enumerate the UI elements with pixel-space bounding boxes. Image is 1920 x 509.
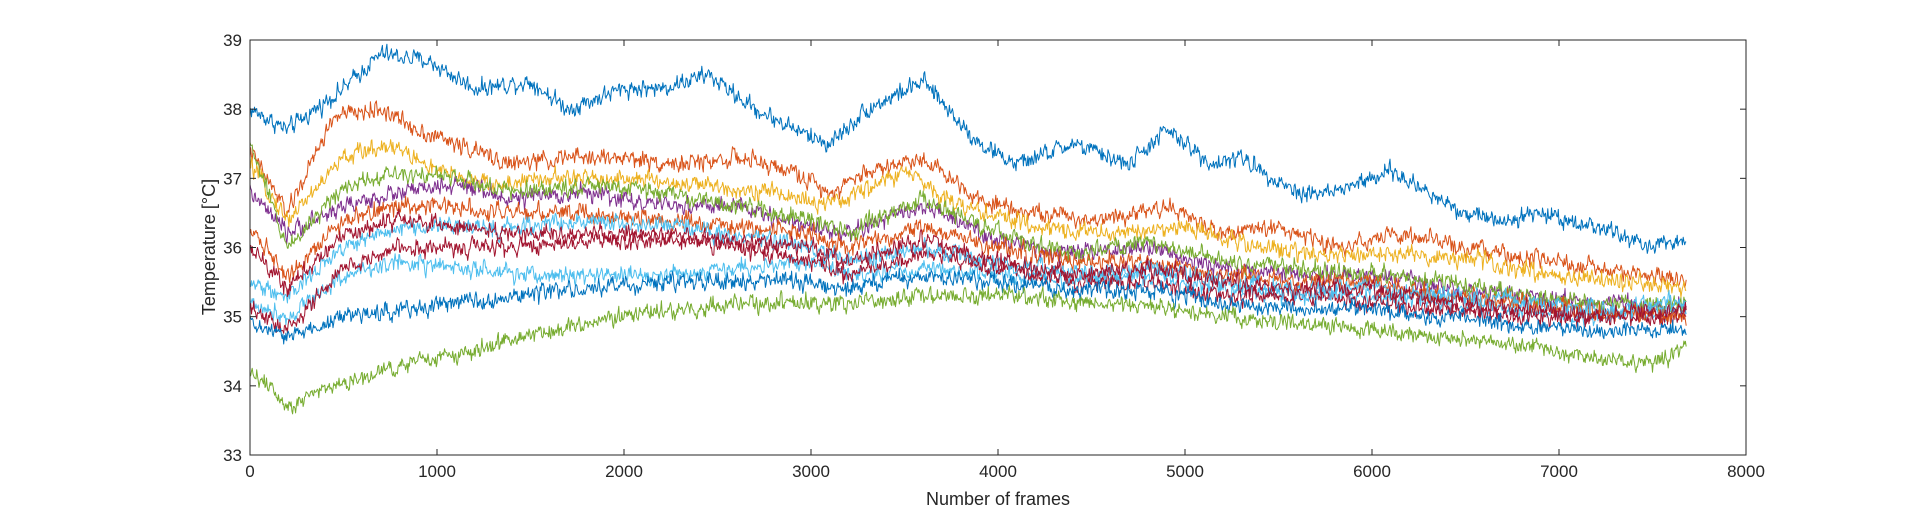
x-axis-title: Number of frames [926, 489, 1070, 509]
x-tick-label: 2000 [605, 462, 643, 481]
series-line-2 [249, 100, 1687, 288]
x-tick-label: 6000 [1353, 462, 1391, 481]
x-tick-label: 5000 [1166, 462, 1204, 481]
y-tick-label: 37 [223, 169, 242, 188]
y-tick-label: 36 [223, 239, 242, 258]
y-tick-label: 33 [223, 446, 242, 465]
series-line-10 [249, 284, 1687, 415]
x-tick-label: 0 [245, 462, 254, 481]
series-line-8 [249, 267, 1687, 345]
y-tick-label: 38 [223, 100, 242, 119]
x-tick-label: 8000 [1727, 462, 1765, 481]
x-tick-label: 1000 [418, 462, 456, 481]
series-line-12 [249, 208, 1687, 326]
series-line-7 [249, 230, 1687, 334]
series-line-5 [249, 142, 1687, 317]
y-tick-label: 34 [223, 377, 242, 396]
x-tick-label: 4000 [979, 462, 1017, 481]
x-tick-label: 3000 [792, 462, 830, 481]
series-line-1 [249, 43, 1687, 254]
series-layer [249, 43, 1687, 415]
series-line-11 [249, 212, 1687, 322]
y-tick-label: 39 [223, 31, 242, 50]
y-axis-title: Temperature [°C] [199, 179, 219, 315]
y-tick-label: 35 [223, 308, 242, 327]
x-tick-label: 7000 [1540, 462, 1578, 481]
ticks-layer: 0 1000 2000 3000 4000 5000 6000 7000 8000 33 34 35 3… [223, 31, 1765, 481]
series-line-4 [249, 175, 1687, 321]
